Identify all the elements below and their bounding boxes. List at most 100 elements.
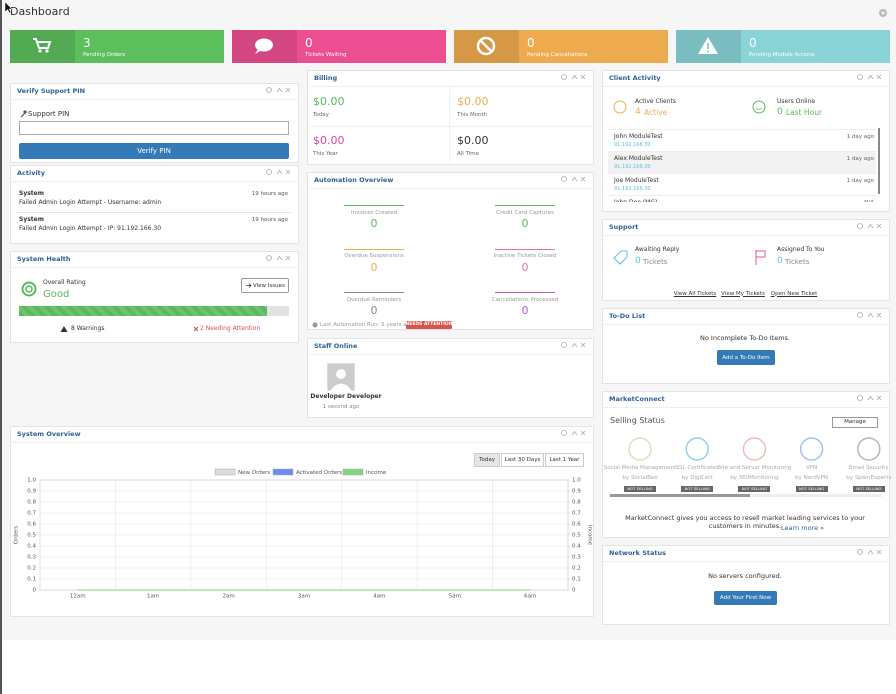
panel-title: Verify Support PIN <box>17 86 86 95</box>
stat-icon-area <box>10 30 75 63</box>
todo-empty: No Incomplete To-Do Items. <box>700 333 790 342</box>
panel-header-border <box>307 188 594 189</box>
automation-label: Overdue Reminders <box>346 296 402 303</box>
panel-title: Automation Overview <box>314 175 394 184</box>
panel <box>10 165 299 244</box>
stat-icon-area <box>676 30 741 63</box>
product-name: Email Security <box>849 464 889 471</box>
range-label[interactable]: Last 30 Days <box>504 456 541 463</box>
panel <box>307 70 594 165</box>
client-scrollbar <box>878 128 880 194</box>
client-ip: 91.192.166.30 <box>614 163 651 170</box>
last-run-text: Last Automation Run: 5 years ago <box>320 321 414 328</box>
button-label[interactable]: Add a To-Do Item <box>722 354 770 361</box>
support-label: Assigned To You <box>777 246 825 254</box>
client-row <box>608 151 876 173</box>
verify-button[interactable] <box>19 143 289 159</box>
activity-time: 19 hours ago <box>251 216 288 223</box>
button-label[interactable]: Verify PIN <box>137 146 171 155</box>
panel-header-border <box>10 267 299 268</box>
manage-button[interactable] <box>832 417 878 428</box>
button-label[interactable]: View Issues <box>253 282 285 289</box>
range-label[interactable]: Last 1 Year <box>549 456 580 463</box>
range-button[interactable] <box>474 453 500 467</box>
automation-count: 0 <box>521 217 529 231</box>
support-link[interactable]: View All Tickets <box>673 290 717 297</box>
client-time: 1 day ago <box>846 133 874 140</box>
client-stat-unit: Last Hour <box>786 108 823 118</box>
support-link[interactable]: Open New Ticket <box>770 290 818 297</box>
pin-input[interactable] <box>19 121 289 135</box>
panel-title: System Health <box>17 254 71 263</box>
status-label: NOT SELLING <box>684 485 710 491</box>
support-count: 0 <box>635 256 641 267</box>
automation-count: 0 <box>521 304 529 318</box>
view-issues-button[interactable] <box>241 278 289 293</box>
automation-count: 0 <box>370 260 378 274</box>
status-label: NOT SELLING <box>856 485 882 491</box>
staff-time: 1 second ago <box>322 403 360 410</box>
client-stat-label: Active Clients <box>635 98 676 106</box>
panel-title: Billing <box>314 73 338 82</box>
panel-title: Client Activity <box>609 73 661 82</box>
range-label[interactable]: Today <box>479 456 495 463</box>
automation-label: Inactive Tickets Closed <box>493 253 557 260</box>
support-link[interactable]: View My Tickets <box>721 290 765 297</box>
billing-divider-h <box>307 126 594 127</box>
client-stat-unit: Active <box>644 108 668 118</box>
automation-count: 0 <box>370 217 378 231</box>
client-name: John ModuleTest <box>614 133 663 141</box>
todo-button[interactable] <box>717 350 775 365</box>
status-badge <box>624 486 656 492</box>
panel-title: Network Status <box>609 548 666 557</box>
stat-count: 0 <box>749 35 757 50</box>
rating-label: Overall Rating <box>43 279 86 287</box>
status-label: NOT SELLING <box>627 485 653 491</box>
stat-label: Pending Module Actions <box>749 51 815 58</box>
panel <box>602 545 890 625</box>
client-stat-count: 0 <box>777 107 783 118</box>
billing-amount: $0.00 <box>457 134 489 148</box>
activity-text: Failed Admin Login Attempt - Username: a… <box>19 199 162 207</box>
mc-scroll-thumb <box>610 494 750 497</box>
billing-amount: $0.00 <box>313 134 345 148</box>
client-name: Alex ModuleTest <box>614 155 663 163</box>
learn-more-link[interactable]: Learn more » <box>781 523 825 532</box>
automation-line <box>344 205 404 206</box>
attention-text: 2 Needing Attention <box>200 325 261 333</box>
client-ip: 91.192.166.30 <box>614 141 651 148</box>
support-count: 0 <box>777 256 783 267</box>
billing-amount: $0.00 <box>313 95 345 109</box>
panel-title: System Overview <box>17 429 81 438</box>
panel-title: Support <box>609 222 639 231</box>
automation-label: Overdue Suspensions <box>344 253 404 260</box>
status-badge <box>738 486 771 492</box>
panel-title: Activity <box>17 168 46 177</box>
status-badge <box>852 486 885 492</box>
automation-count: 0 <box>521 260 529 274</box>
automation-label: Invoices Created <box>350 209 398 216</box>
automation-line <box>344 292 404 293</box>
panel-title: MarketConnect <box>609 394 665 403</box>
panel-title: To-Do List <box>609 311 646 320</box>
bottom-area <box>2 640 896 694</box>
support-label: Awaiting Reply <box>635 246 680 254</box>
panel <box>10 251 299 343</box>
panel-header-border <box>307 86 594 87</box>
client-time: 1 day ago <box>846 177 874 184</box>
status-label: NOT SELLING <box>798 485 825 491</box>
automation-count: 0 <box>370 304 378 318</box>
stat-count: 0 <box>527 35 535 50</box>
button-label[interactable]: Add Your First Now <box>719 594 772 601</box>
button-label[interactable]: Manage <box>844 419 866 426</box>
activity-text: Failed Admin Login Attempt - IP: 91.192.… <box>19 225 162 233</box>
range-button[interactable] <box>545 453 584 467</box>
warnings-text: 8 Warnings <box>71 325 105 333</box>
client-ip: 91.192.166.30 <box>614 185 651 192</box>
network-button[interactable] <box>714 591 777 605</box>
range-button[interactable] <box>501 453 544 467</box>
badge-text: NEEDS ATTENTION <box>405 322 453 328</box>
page-title: Dashboard <box>10 5 70 19</box>
client-row <box>608 173 876 195</box>
